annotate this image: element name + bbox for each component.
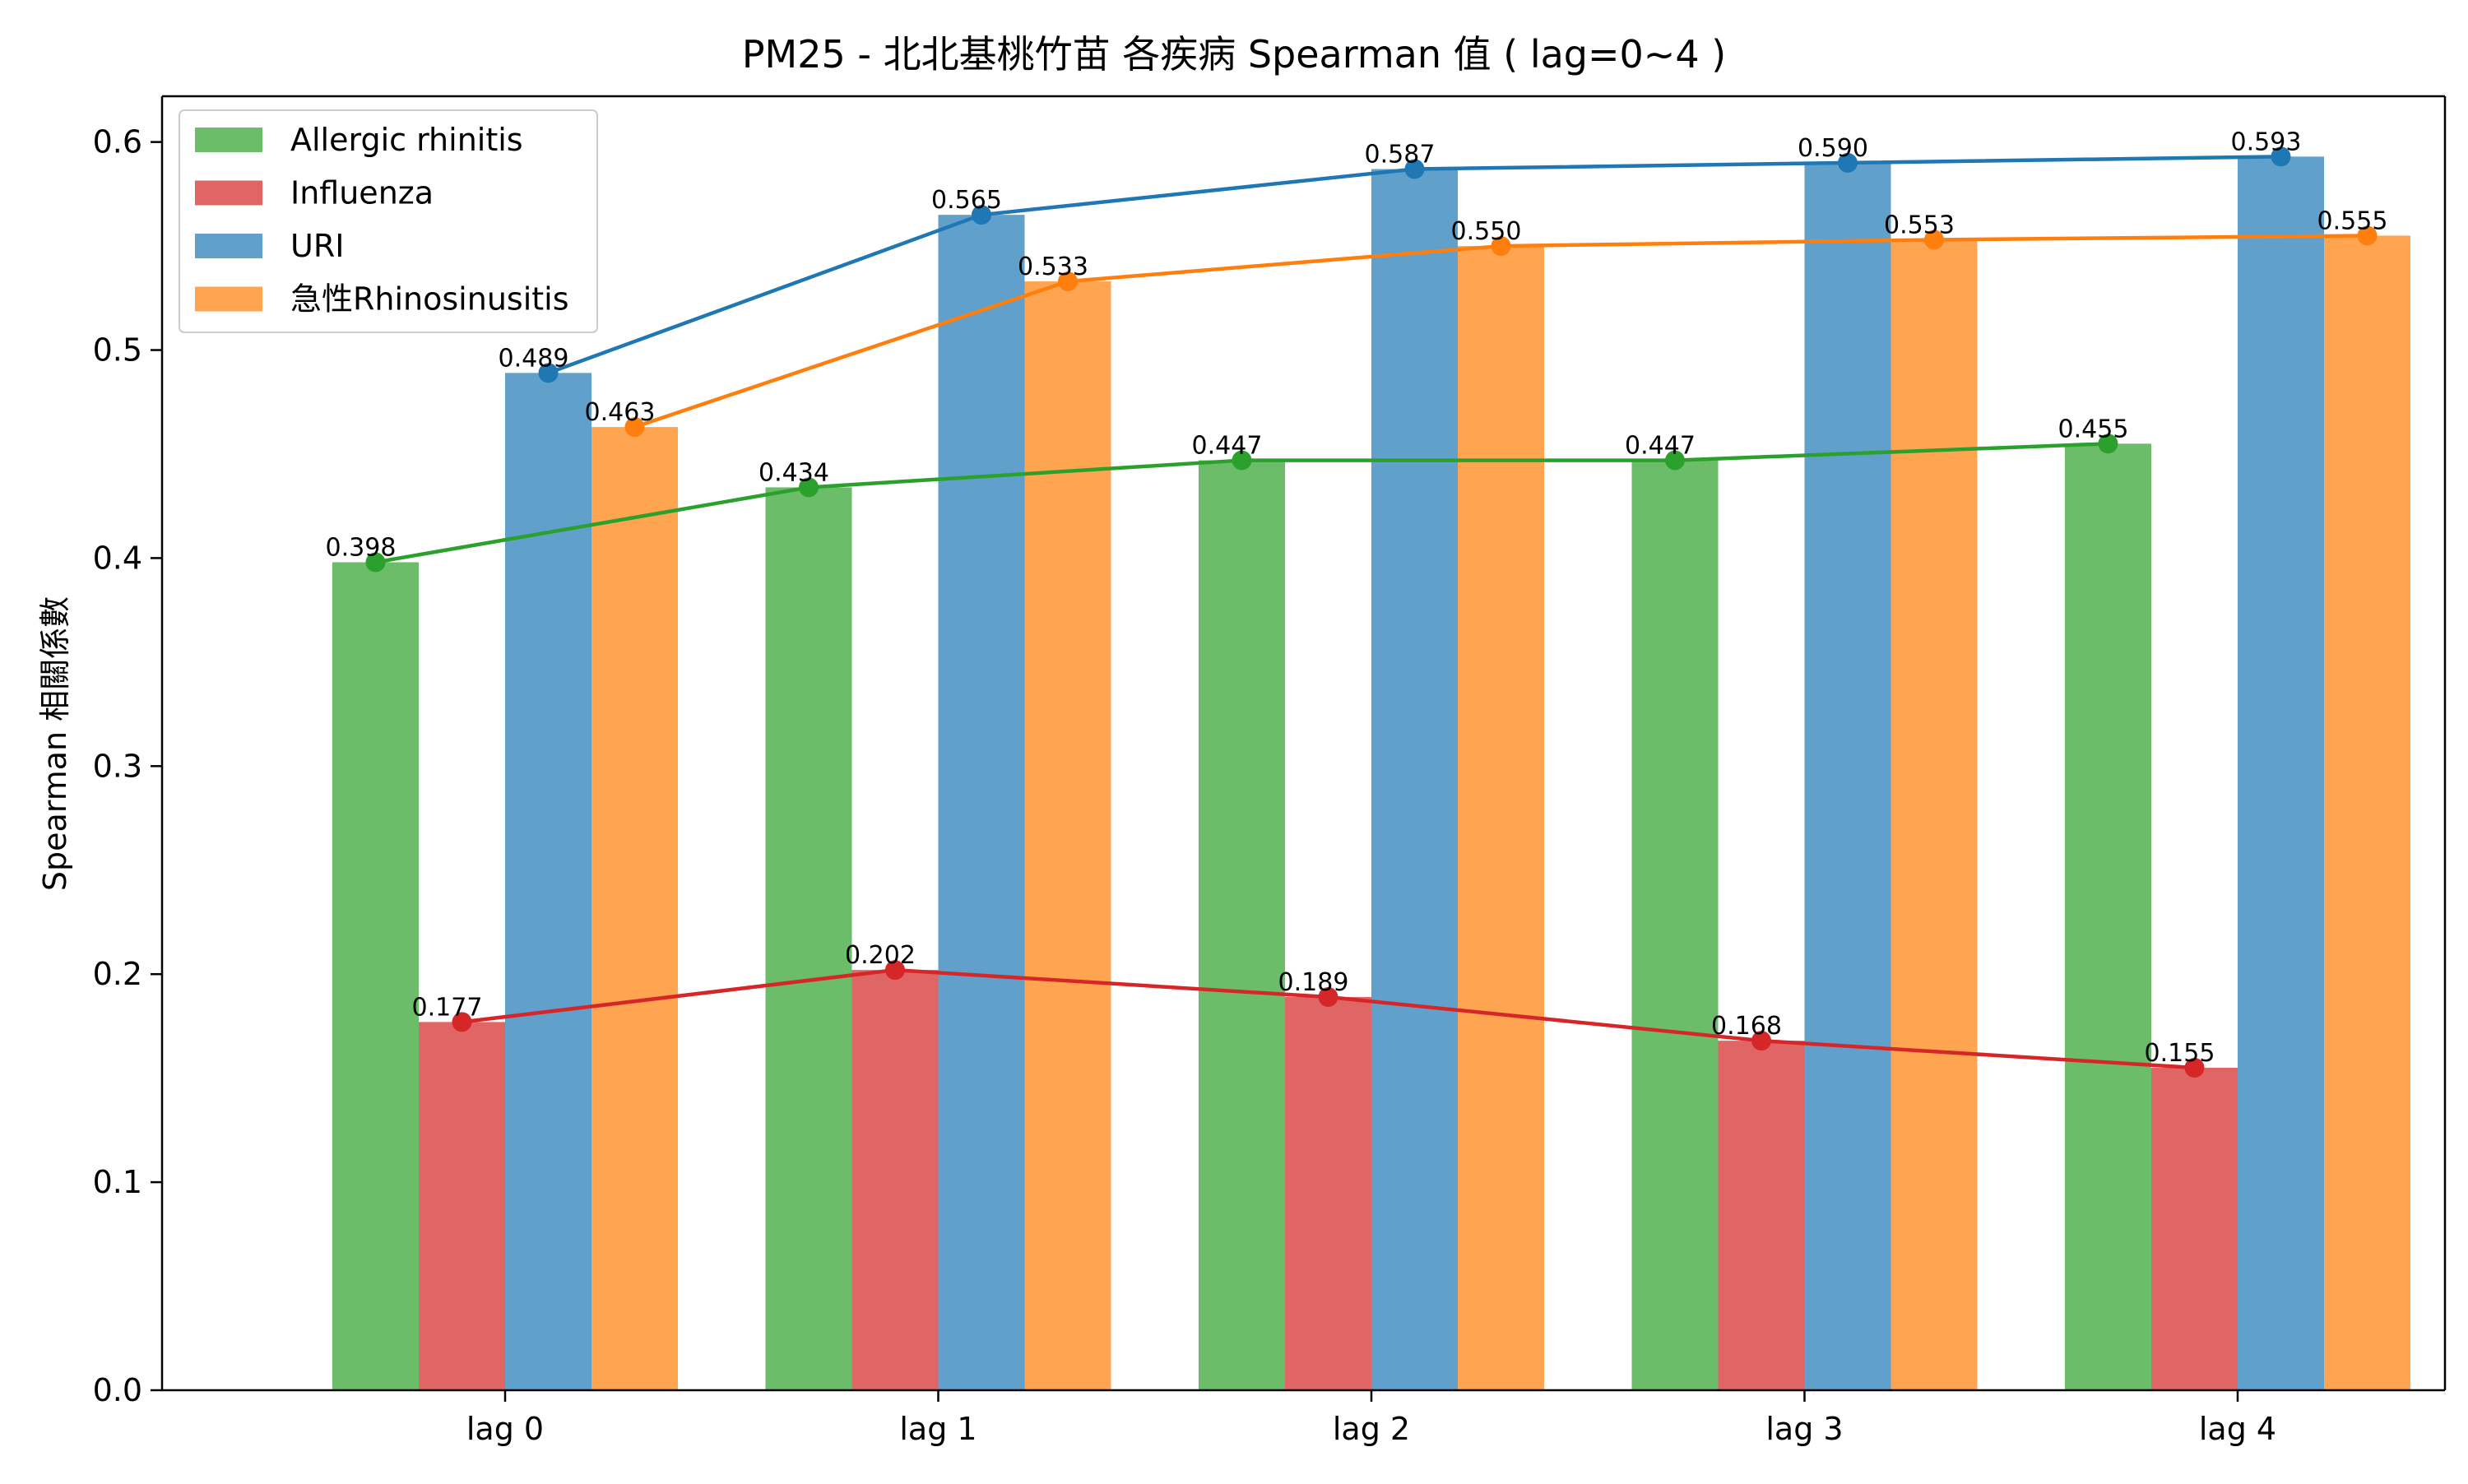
data-label: 0.463 — [585, 398, 656, 427]
data-label: 0.155 — [2145, 1039, 2215, 1068]
data-label: 0.447 — [1192, 432, 1263, 461]
legend-label: Influenza — [290, 175, 434, 211]
bar — [939, 215, 1025, 1390]
bar — [2238, 156, 2324, 1390]
bar — [591, 427, 678, 1390]
data-label: 0.447 — [1625, 432, 1696, 461]
legend-swatch — [195, 181, 262, 206]
data-label: 0.587 — [1365, 141, 1436, 169]
bar — [1025, 281, 1111, 1390]
data-label: 0.593 — [2231, 128, 2302, 156]
chart-title: PM25 - 北北基桃竹苗 各疾病 Spearman 值 ( lag=0~4 ) — [742, 32, 1726, 77]
bar — [332, 562, 419, 1390]
x-tick-label: lag 4 — [2199, 1411, 2276, 1447]
data-label: 0.189 — [1278, 968, 1349, 997]
bar — [852, 970, 939, 1390]
data-label: 0.398 — [326, 533, 397, 562]
x-tick-label: lag 0 — [466, 1411, 544, 1447]
bar — [1719, 1041, 1805, 1390]
data-label: 0.555 — [2317, 206, 2388, 235]
data-label: 0.565 — [931, 186, 1002, 215]
y-tick-label: 0.6 — [93, 124, 142, 160]
legend-swatch — [195, 287, 262, 312]
bar — [1371, 169, 1458, 1390]
bar — [419, 1022, 505, 1390]
data-label: 0.202 — [845, 941, 916, 970]
y-tick-label: 0.1 — [93, 1164, 142, 1200]
data-label: 0.177 — [412, 993, 483, 1022]
bar — [2324, 235, 2410, 1390]
legend-label: Allergic rhinitis — [290, 122, 523, 158]
bar — [1891, 239, 1978, 1390]
legend-label: URI — [290, 228, 344, 264]
data-label: 0.455 — [2058, 415, 2129, 443]
data-label: 0.489 — [499, 344, 569, 373]
bar — [1199, 461, 1285, 1390]
bar — [1632, 461, 1719, 1390]
y-tick-label: 0.5 — [93, 332, 142, 369]
y-tick-label: 0.3 — [93, 748, 142, 784]
legend: Allergic rhinitis Influenza URI 急性Rhinosinu… — [179, 110, 597, 332]
data-label: 0.553 — [1884, 211, 1955, 239]
legend-label: 急性Rhinosinusitis — [290, 281, 569, 318]
legend-swatch — [195, 128, 262, 152]
bar — [1805, 163, 1891, 1390]
y-tick-label: 0.2 — [93, 956, 142, 992]
bar — [766, 487, 852, 1390]
y-tick-label: 0.4 — [93, 540, 142, 576]
x-tick-label: lag 3 — [1765, 1411, 1843, 1447]
legend-swatch — [195, 234, 262, 258]
data-label: 0.434 — [758, 458, 829, 487]
bar — [1458, 246, 1544, 1390]
data-label: 0.590 — [1798, 134, 1868, 163]
data-label: 0.533 — [1018, 253, 1088, 281]
bar — [1285, 997, 1371, 1390]
data-label: 0.168 — [1711, 1012, 1782, 1041]
x-tick-label: lag 2 — [1333, 1411, 1410, 1447]
bar — [2151, 1068, 2238, 1390]
y-axis-label: Spearman 相關係數 — [37, 596, 73, 891]
data-label: 0.550 — [1451, 217, 1522, 246]
bar — [2065, 443, 2151, 1390]
x-tick-label: lag 1 — [899, 1411, 977, 1447]
y-tick-label: 0.0 — [93, 1372, 142, 1408]
